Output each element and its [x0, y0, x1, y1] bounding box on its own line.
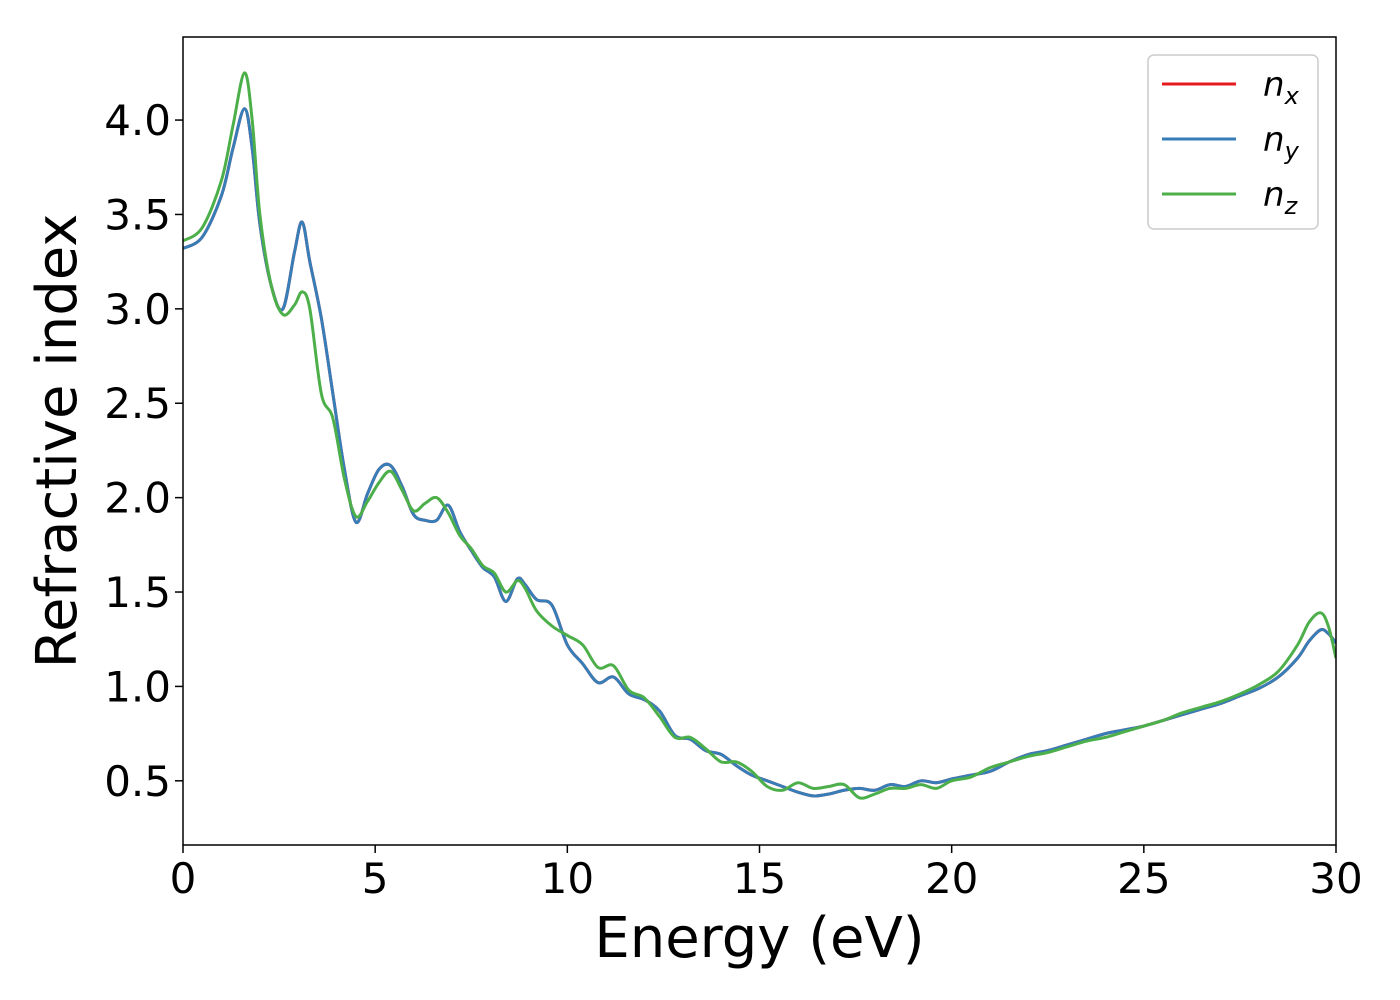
legend-label-base: n	[1263, 65, 1285, 105]
y-tick-label: 4.0	[104, 96, 171, 145]
x-tick-label: 5	[362, 854, 389, 903]
y-tick-label: 2.0	[104, 474, 171, 523]
y-tick-label: 0.5	[104, 757, 171, 806]
legend-label-subscript: z	[1284, 192, 1299, 220]
legend-label-z: nz	[1263, 175, 1299, 220]
y-tick-label: 3.5	[104, 190, 171, 239]
y-tick-label: 3.0	[104, 285, 171, 334]
x-tick-label: 25	[1117, 854, 1170, 903]
y-tick-label: 1.5	[104, 568, 171, 617]
legend-label-subscript: x	[1284, 82, 1300, 110]
legend-label-base: n	[1263, 175, 1285, 215]
y-tick-label: 1.0	[104, 662, 171, 711]
legend-box	[1147, 54, 1319, 230]
series-line-z	[183, 71, 1336, 800]
x-tick-label: 0	[170, 854, 197, 903]
x-tick-label: 10	[541, 854, 594, 903]
x-tick-label: 15	[733, 854, 786, 903]
legend-label-base: n	[1263, 120, 1285, 160]
y-tick-label: 2.5	[104, 379, 171, 428]
series-line-y	[183, 107, 1336, 798]
legend-label-x: nx	[1263, 65, 1300, 110]
x-axis-title: Energy (eV)	[594, 906, 924, 971]
legend-label-subscript: y	[1284, 137, 1300, 165]
legend-label-y: ny	[1263, 120, 1300, 165]
x-tick-label: 20	[925, 854, 978, 903]
x-tick-label: 30	[1309, 854, 1362, 903]
y-axis-title: Refractive index	[25, 214, 90, 669]
